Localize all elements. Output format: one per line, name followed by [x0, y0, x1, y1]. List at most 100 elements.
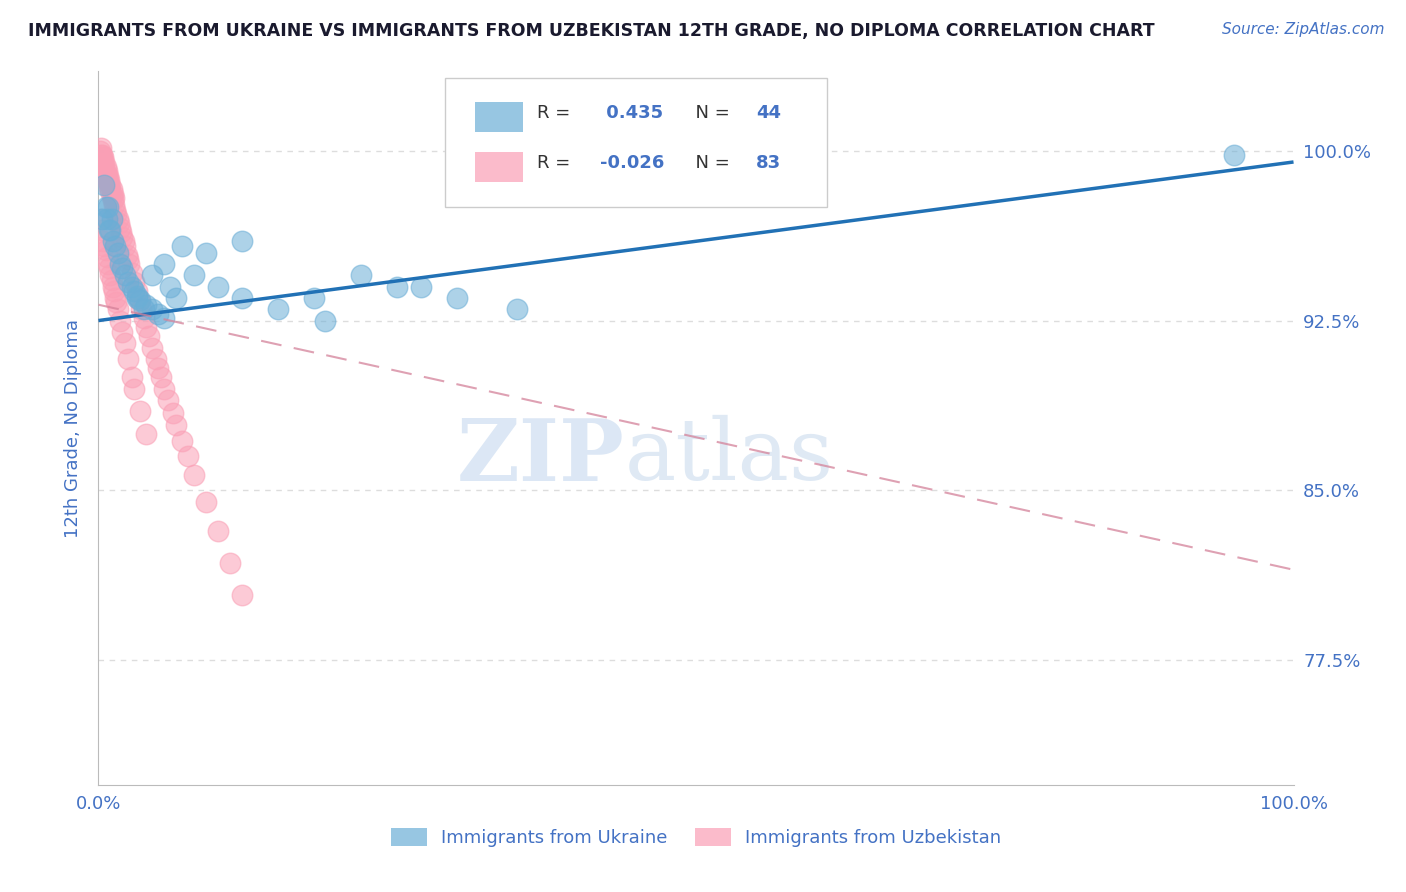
- Point: [105, 295, 128, 310]
- Point: [350, 268, 373, 283]
- Y-axis label: 12th Grade, No Diploma: 12th Grade, No Diploma: [63, 318, 82, 538]
- Point: [97, 169, 120, 183]
- Point: [231, 291, 253, 305]
- Point: [149, 370, 172, 384]
- Point: [124, 275, 146, 289]
- Legend: Immigrants from Ukraine, Immigrants from Uzbekistan: Immigrants from Ukraine, Immigrants from…: [384, 821, 1008, 855]
- Point: [108, 220, 131, 235]
- Point: [165, 417, 187, 432]
- Point: [93, 178, 115, 192]
- Point: [207, 524, 229, 539]
- Point: [100, 211, 122, 226]
- Text: -0.026: -0.026: [600, 153, 665, 171]
- Text: Source: ZipAtlas.com: Source: ZipAtlas.com: [1222, 22, 1385, 37]
- Text: N =: N =: [685, 153, 735, 171]
- Point: [148, 307, 170, 321]
- Point: [231, 588, 253, 602]
- Point: [96, 170, 118, 185]
- Point: [97, 257, 120, 271]
- Point: [97, 175, 120, 189]
- Point: [135, 426, 157, 441]
- Point: [115, 248, 138, 262]
- Point: [91, 223, 114, 237]
- Point: [93, 239, 115, 253]
- Point: [172, 434, 194, 448]
- Point: [141, 341, 163, 355]
- Point: [129, 404, 152, 418]
- Text: 44: 44: [756, 103, 780, 121]
- Point: [267, 302, 290, 317]
- Point: [145, 352, 167, 367]
- Text: 83: 83: [756, 153, 780, 171]
- Point: [411, 279, 433, 293]
- Point: [506, 302, 529, 317]
- Point: [90, 148, 112, 162]
- Point: [135, 320, 157, 334]
- Point: [117, 252, 139, 267]
- Point: [121, 266, 143, 280]
- Point: [98, 173, 121, 187]
- Point: [108, 257, 131, 271]
- Point: [1223, 148, 1246, 162]
- Point: [131, 302, 153, 317]
- Point: [107, 245, 129, 260]
- Point: [91, 153, 114, 167]
- Point: [89, 144, 111, 158]
- Point: [385, 279, 409, 293]
- Point: [117, 275, 139, 289]
- Text: N =: N =: [685, 103, 735, 121]
- Point: [101, 279, 124, 293]
- Point: [125, 288, 148, 302]
- Point: [165, 291, 187, 305]
- Point: [103, 284, 125, 298]
- Point: [138, 329, 160, 343]
- Point: [101, 194, 124, 208]
- Point: [114, 268, 136, 283]
- Point: [132, 302, 155, 317]
- Point: [153, 257, 176, 271]
- Point: [104, 202, 127, 217]
- Point: [107, 302, 129, 317]
- Point: [117, 352, 139, 367]
- Point: [128, 293, 150, 308]
- Point: [90, 141, 112, 155]
- Point: [124, 382, 146, 396]
- Text: atlas: atlas: [624, 415, 834, 499]
- Point: [124, 284, 146, 298]
- Point: [98, 178, 122, 192]
- Point: [101, 234, 124, 248]
- Point: [132, 311, 155, 326]
- Point: [125, 291, 148, 305]
- Text: IMMIGRANTS FROM UKRAINE VS IMMIGRANTS FROM UZBEKISTAN 12TH GRADE, NO DIPLOMA COR: IMMIGRANTS FROM UKRAINE VS IMMIGRANTS FR…: [28, 22, 1154, 40]
- Point: [91, 211, 114, 226]
- Point: [98, 223, 121, 237]
- FancyBboxPatch shape: [475, 102, 523, 132]
- Point: [91, 234, 114, 248]
- Point: [112, 234, 135, 248]
- Text: 0.435: 0.435: [600, 103, 664, 121]
- Point: [114, 336, 136, 351]
- Point: [177, 450, 200, 464]
- Point: [315, 313, 337, 327]
- Point: [104, 239, 127, 253]
- Point: [90, 211, 112, 226]
- Point: [104, 291, 127, 305]
- Point: [108, 313, 131, 327]
- Point: [96, 250, 118, 264]
- Text: ZIP: ZIP: [457, 415, 624, 499]
- Point: [107, 216, 129, 230]
- Point: [162, 406, 184, 420]
- Text: R =: R =: [537, 153, 576, 171]
- Point: [93, 161, 115, 176]
- Point: [121, 279, 143, 293]
- Point: [96, 211, 118, 226]
- Point: [103, 191, 125, 205]
- Point: [105, 207, 128, 221]
- Point: [94, 160, 117, 174]
- Point: [101, 186, 124, 201]
- Point: [98, 223, 122, 237]
- Point: [219, 556, 242, 570]
- Point: [125, 284, 148, 298]
- Point: [91, 148, 114, 162]
- Point: [107, 211, 129, 226]
